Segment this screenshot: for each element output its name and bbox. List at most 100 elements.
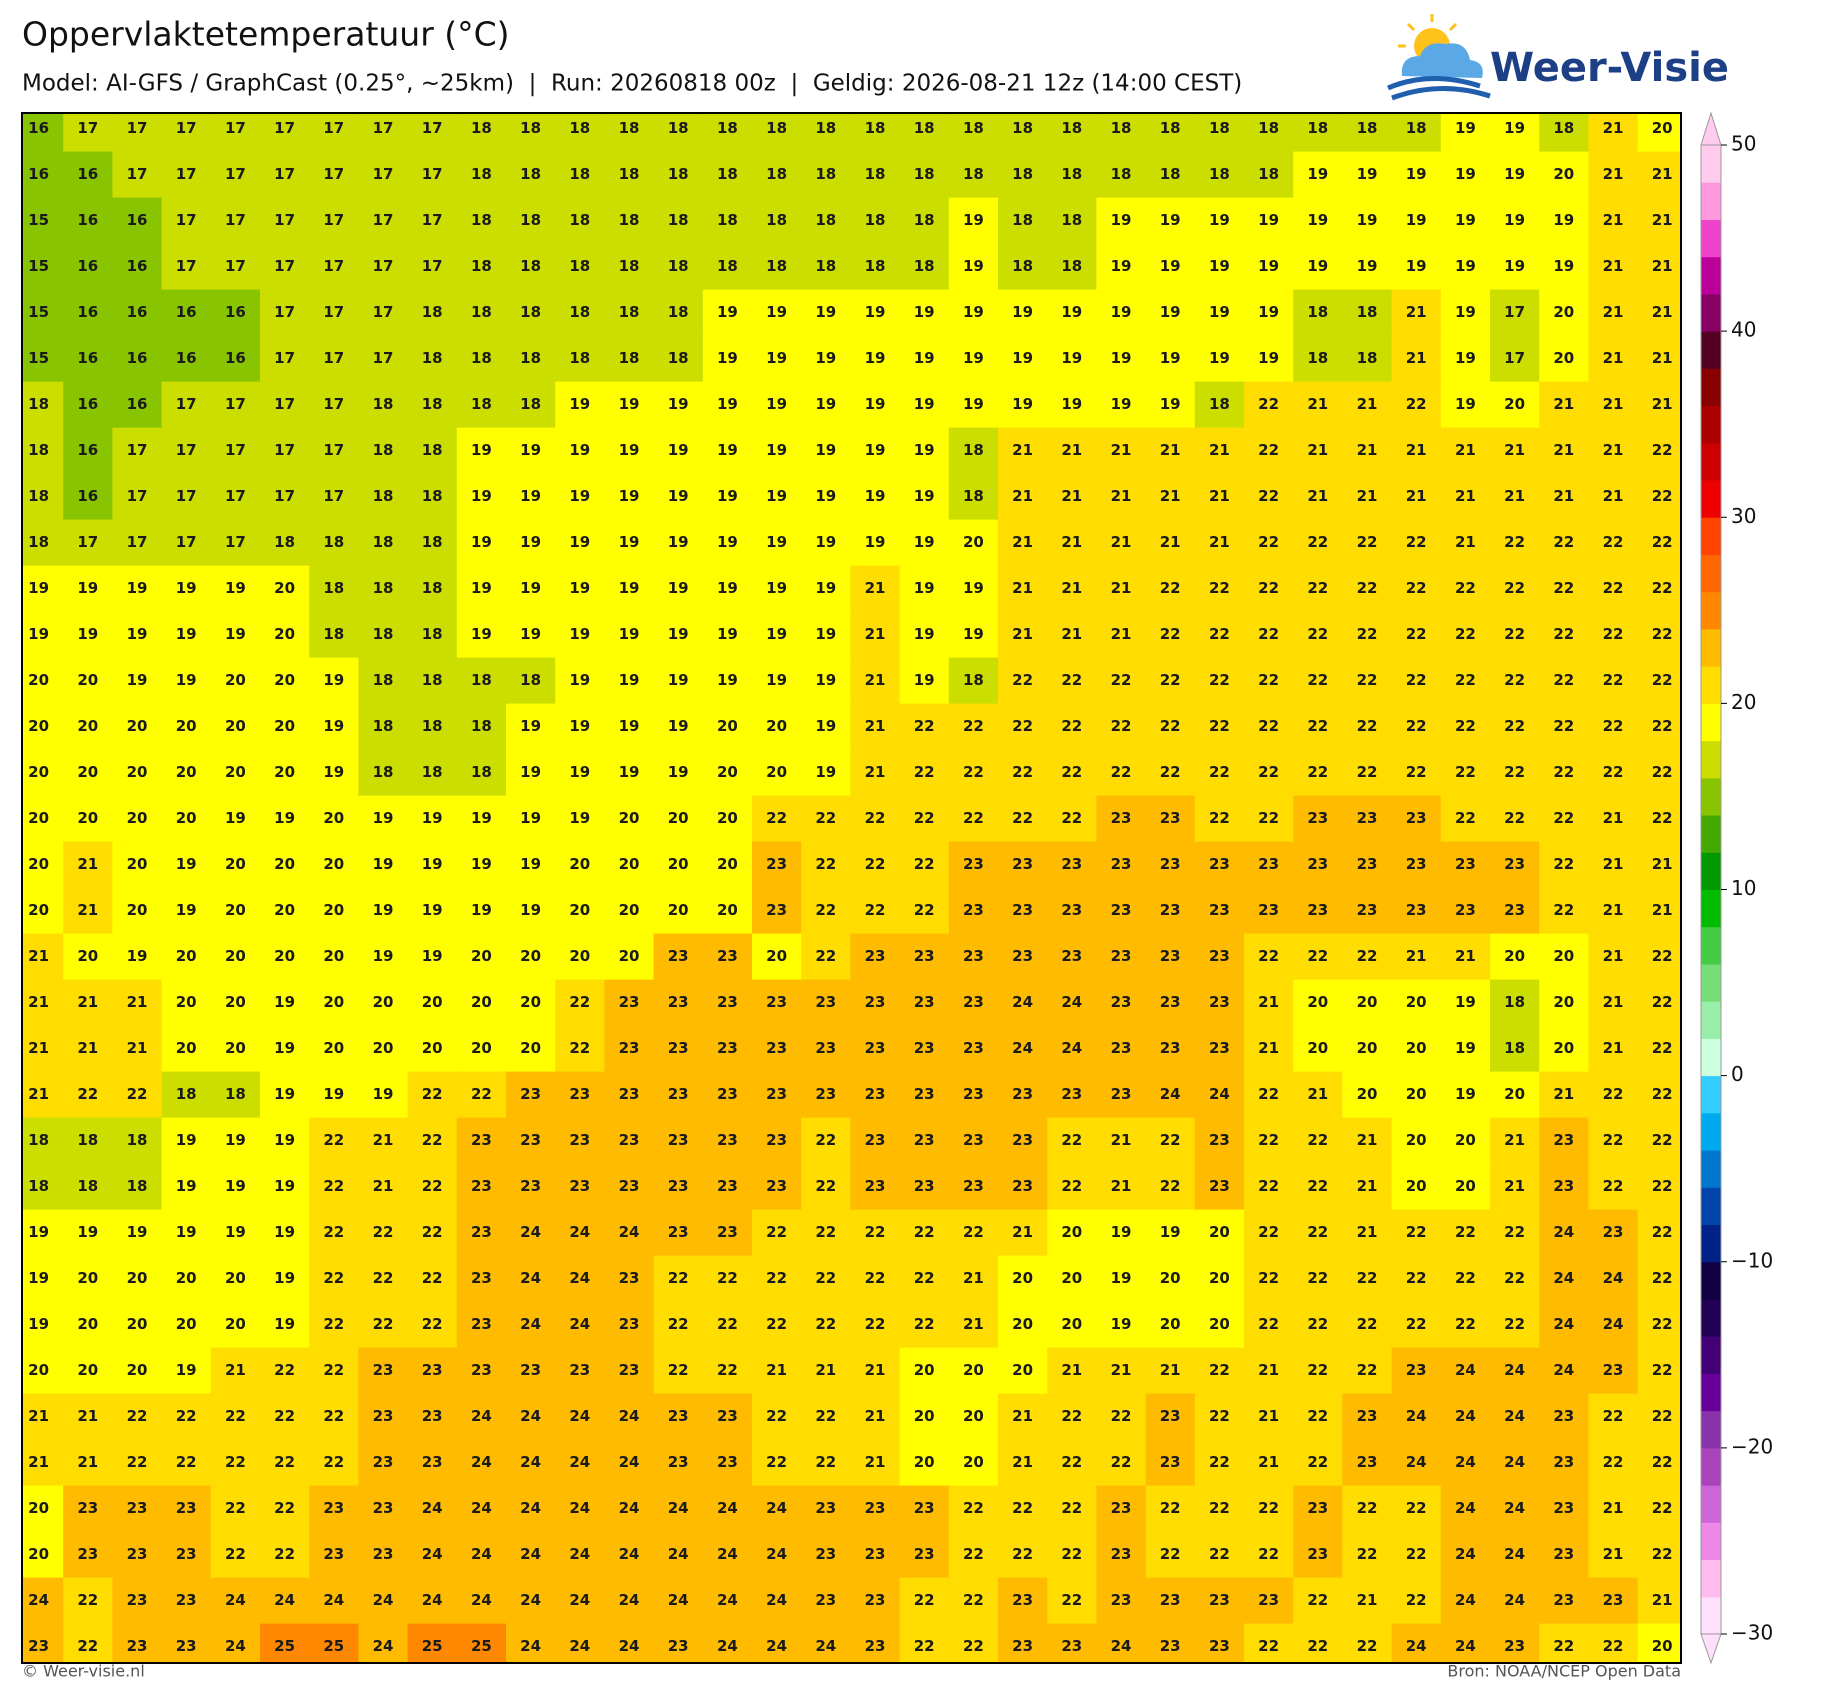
cell bbox=[1588, 1577, 1639, 1625]
cell-value: 17 bbox=[176, 119, 197, 137]
cell bbox=[1145, 657, 1196, 705]
cell-value: 22 bbox=[1160, 1177, 1181, 1195]
cell bbox=[555, 1117, 605, 1165]
cell-value: 22 bbox=[1357, 1361, 1378, 1379]
cell bbox=[1490, 1623, 1540, 1663]
cell bbox=[1293, 1025, 1343, 1073]
cell-value: 21 bbox=[1504, 487, 1525, 505]
colorbar-band bbox=[1701, 405, 1721, 444]
cell-value: 22 bbox=[766, 1223, 787, 1241]
cell-value: 23 bbox=[1357, 901, 1378, 919]
cell bbox=[1539, 1025, 1589, 1073]
cell-value: 19 bbox=[914, 441, 935, 459]
cell bbox=[407, 243, 458, 291]
cell bbox=[1637, 289, 1681, 337]
cell-value: 19 bbox=[274, 1269, 295, 1287]
cell-value: 19 bbox=[1455, 1039, 1476, 1057]
cell bbox=[1244, 1531, 1294, 1579]
cell-value: 20 bbox=[1307, 993, 1328, 1011]
cell bbox=[260, 1209, 310, 1257]
cell-value: 20 bbox=[766, 763, 787, 781]
cell bbox=[1342, 1531, 1393, 1579]
cell bbox=[407, 381, 458, 429]
cell bbox=[1047, 1623, 1097, 1663]
cell bbox=[1490, 841, 1540, 889]
cell bbox=[1194, 1439, 1245, 1487]
cell-value: 22 bbox=[422, 1131, 443, 1149]
cell bbox=[1096, 243, 1147, 291]
cell bbox=[506, 1347, 556, 1395]
cell-value: 18 bbox=[422, 395, 443, 413]
cell-value: 24 bbox=[1406, 1453, 1427, 1471]
cell-value: 19 bbox=[520, 487, 541, 505]
cell-value: 16 bbox=[127, 303, 148, 321]
cell bbox=[161, 565, 212, 613]
cell-value: 21 bbox=[1603, 1545, 1624, 1563]
cell-value: 23 bbox=[668, 1407, 689, 1425]
cell bbox=[1539, 1531, 1589, 1579]
cell-value: 19 bbox=[1504, 211, 1525, 229]
cell bbox=[407, 335, 458, 383]
cell bbox=[1096, 1393, 1147, 1441]
cell-value: 22 bbox=[77, 1637, 98, 1655]
cell-value: 18 bbox=[176, 1085, 197, 1103]
cell-value: 20 bbox=[422, 993, 443, 1011]
cell bbox=[1342, 1347, 1393, 1395]
cell-value: 20 bbox=[1553, 993, 1574, 1011]
cell bbox=[1096, 1025, 1147, 1073]
cell bbox=[407, 1347, 458, 1395]
cell bbox=[752, 1393, 802, 1441]
cell-value: 20 bbox=[28, 1361, 49, 1379]
cell bbox=[506, 427, 556, 475]
cell-value: 18 bbox=[963, 165, 984, 183]
cell-value: 19 bbox=[1504, 119, 1525, 137]
cell-value: 24 bbox=[569, 1545, 590, 1563]
cell bbox=[1342, 933, 1393, 981]
cell bbox=[407, 1163, 458, 1211]
cell-value: 17 bbox=[373, 303, 394, 321]
cell-value: 19 bbox=[717, 533, 738, 551]
cell-value: 23 bbox=[422, 1407, 443, 1425]
cell bbox=[1588, 1439, 1639, 1487]
cell-value: 22 bbox=[1357, 579, 1378, 597]
cell-value: 23 bbox=[1357, 855, 1378, 873]
cell bbox=[998, 473, 1048, 521]
cell-value: 16 bbox=[225, 303, 246, 321]
cell bbox=[1047, 335, 1097, 383]
cell-value: 18 bbox=[569, 349, 590, 367]
cell bbox=[358, 1485, 409, 1533]
cell-value: 19 bbox=[471, 901, 492, 919]
cell-value: 24 bbox=[1455, 1361, 1476, 1379]
cell-value: 20 bbox=[77, 1315, 98, 1333]
cell bbox=[555, 1393, 605, 1441]
cell bbox=[456, 1209, 507, 1257]
cell bbox=[506, 1163, 556, 1211]
cell bbox=[1244, 1163, 1294, 1211]
cell bbox=[161, 749, 212, 797]
cell-value: 19 bbox=[1012, 395, 1033, 413]
cell bbox=[260, 841, 310, 889]
cell-value: 23 bbox=[668, 1637, 689, 1655]
cell bbox=[309, 1209, 359, 1257]
cell-value: 19 bbox=[1455, 119, 1476, 137]
cell bbox=[22, 1439, 64, 1487]
cell bbox=[653, 1577, 704, 1625]
cell-value: 18 bbox=[1258, 165, 1279, 183]
cell bbox=[555, 1439, 605, 1487]
cell-value: 20 bbox=[1406, 1039, 1427, 1057]
cell-value: 22 bbox=[1357, 625, 1378, 643]
cell bbox=[1293, 611, 1343, 659]
cell bbox=[1391, 197, 1442, 245]
cell-value: 17 bbox=[274, 303, 295, 321]
cell bbox=[1490, 1347, 1540, 1395]
cell bbox=[752, 795, 802, 843]
cell-value: 15 bbox=[28, 349, 49, 367]
cell-value: 18 bbox=[422, 717, 443, 735]
cell-value: 19 bbox=[373, 855, 394, 873]
cell bbox=[309, 519, 359, 567]
cell bbox=[1588, 1347, 1639, 1395]
cell bbox=[1490, 565, 1540, 613]
cell bbox=[260, 1623, 310, 1663]
cell bbox=[161, 611, 212, 659]
cell bbox=[850, 1623, 901, 1663]
